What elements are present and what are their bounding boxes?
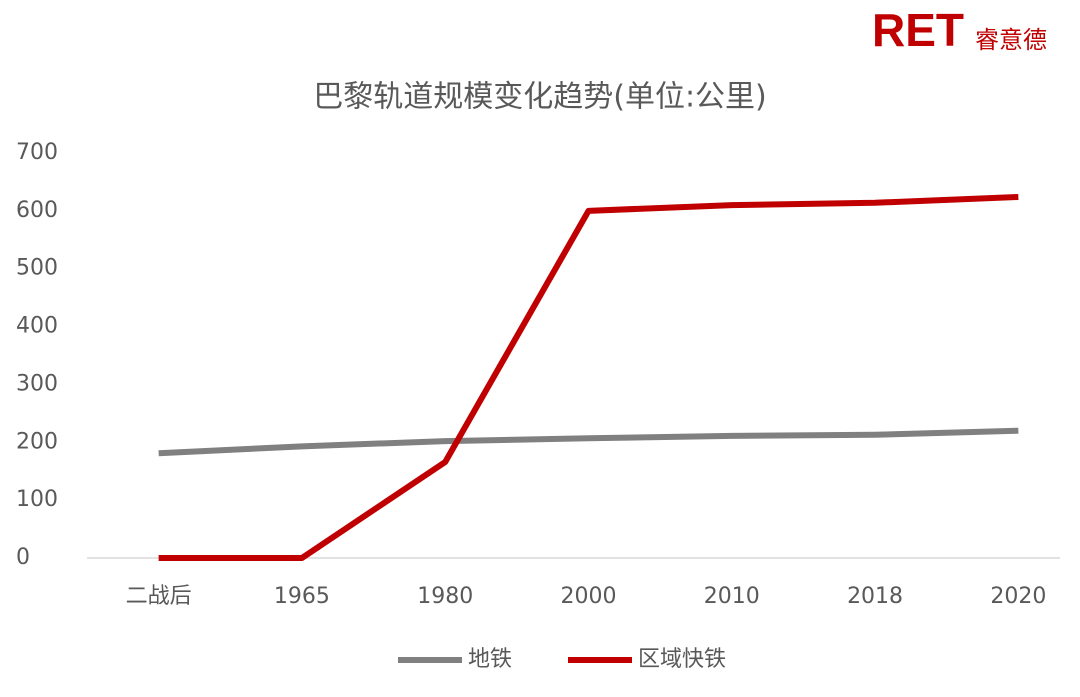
y-tick-label: 500 xyxy=(16,256,58,281)
y-tick-label: 400 xyxy=(16,314,58,339)
x-tick-label: 2000 xyxy=(561,584,617,609)
logo-name: 睿意德 xyxy=(975,26,1047,54)
x-tick-label: 2020 xyxy=(990,584,1046,609)
legend-label: 地铁 xyxy=(468,647,512,672)
x-tick-label: 2018 xyxy=(847,584,903,609)
x-tick-label: 1980 xyxy=(417,584,473,609)
y-tick-label: 600 xyxy=(16,198,58,223)
y-tick-label: 0 xyxy=(16,545,30,570)
series-line xyxy=(158,193,1019,561)
y-tick-label: 300 xyxy=(16,371,58,396)
series-line xyxy=(158,427,1019,457)
logo-brand: RET xyxy=(872,4,964,56)
x-tick-label: 二战后 xyxy=(126,584,192,609)
y-tick-label: 200 xyxy=(16,429,58,454)
chart-title: 巴黎轨道规模变化趋势(单位:公里) xyxy=(313,80,767,115)
y-tick-label: 700 xyxy=(16,140,58,165)
legend-label: 区域快铁 xyxy=(638,647,726,672)
x-tick-label: 2010 xyxy=(704,584,760,609)
x-tick-label: 1965 xyxy=(274,584,330,609)
y-tick-label: 100 xyxy=(16,487,58,512)
